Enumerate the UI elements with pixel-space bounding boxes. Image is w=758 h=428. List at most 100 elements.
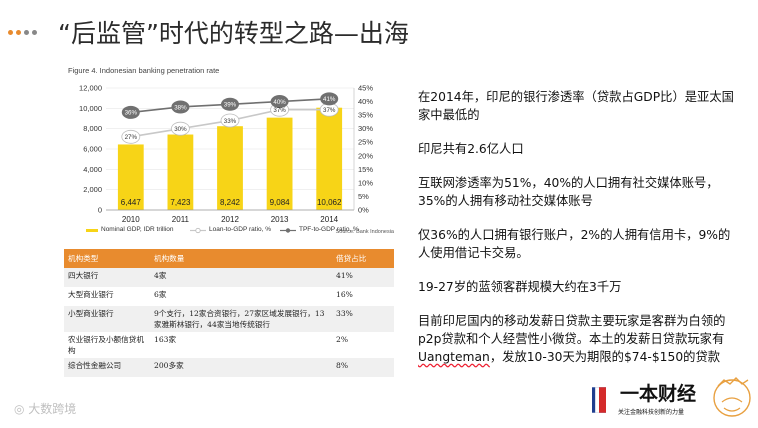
payday-text-2: ，发放10-30天为期限的$74-$150的贷款 <box>489 350 721 364</box>
point-population: 印尼共有2.6亿人口 <box>418 142 524 156</box>
cell-type: 综合性金融公司 <box>64 358 150 377</box>
payday-text-1: 目前印尼国内的移动发薪日贷款主要玩家是客群为白领的p2p贷款和个人经营性小微贷。… <box>418 314 726 346</box>
header-share: 借贷占比 <box>332 249 394 268</box>
legend-loan-to-gdp: Loan-to-GDP ratio, % <box>209 226 272 233</box>
dot-4 <box>32 30 37 35</box>
y-right-tick-label: 25% <box>358 138 373 147</box>
point-label-tpf: 38% <box>174 104 187 111</box>
cell-share: 2% <box>332 332 394 358</box>
cell-share: 8% <box>332 358 394 377</box>
legend-tpf-to-gdp: TPF-to-GDP ratio, % <box>299 226 359 233</box>
cell-count: 4家 <box>150 268 332 287</box>
bar-gdp <box>266 117 293 210</box>
cell-share: 16% <box>332 287 394 306</box>
x-tick-label: 2013 <box>271 215 289 224</box>
table-row: 大型商业银行 6家 16% <box>64 287 394 306</box>
point-label-loan: 30% <box>174 126 187 133</box>
y-right-tick-label: 45% <box>358 84 373 93</box>
brand-mark-icon <box>592 387 606 413</box>
bar-value-label: 8,242 <box>220 198 241 207</box>
watermark-icon: ◎ <box>14 402 29 416</box>
point-internet: 互联网渗透率为51%，40%的人口拥有社交媒体账号，35%的人拥有移动社交媒体账… <box>418 176 719 208</box>
bar-gdp <box>167 134 194 210</box>
chart-source: Source: Bank Indonesia <box>335 229 394 235</box>
bar-value-label: 9,084 <box>270 198 291 207</box>
point-label-tpf: 40% <box>273 99 286 106</box>
point-label-tpf: 39% <box>224 102 237 109</box>
point-bank-accounts: 仅36%的人口拥有银行账户，2%的人拥有信用卡，9%的人使用借记卡交易。 <box>418 228 731 260</box>
y-right-tick-label: 40% <box>358 97 373 106</box>
chart-panel: 6,447 7,423 8,242 9,084 10,062 27% 30% 33% 37% 37… <box>64 64 394 250</box>
y-left-tick-label: 0 <box>98 206 102 215</box>
uangteman-highlight: Uangteman <box>418 350 490 364</box>
y-right-tick-label: 0% <box>358 206 369 215</box>
y-right-tick-label: 20% <box>358 151 373 160</box>
y-right-tick-label: 10% <box>358 178 373 187</box>
point-label-loan: 27% <box>125 134 138 141</box>
y-right-tick-label: 5% <box>358 192 369 201</box>
institution-table: 机构类型 机构数量 借贷占比 四大银行 4家 41% 大型商业银行 6家 16%… <box>64 249 394 377</box>
point-loan-to-gdp <box>171 121 190 136</box>
table-row: 综合性金融公司 200多家 8% <box>64 358 394 377</box>
watermark: ◎ 大数跨境 <box>14 400 76 417</box>
banking-penetration-chart: 6,447 7,423 8,242 9,084 10,062 27% 30% 33% 37% 37… <box>64 64 394 250</box>
y-right-tick-label: 30% <box>358 124 373 133</box>
point-tpf-to-gdp <box>270 95 289 109</box>
y-left-tick-label: 12,000 <box>79 84 102 93</box>
point-loan-to-gdp <box>220 113 240 128</box>
cell-share: 33% <box>332 306 394 332</box>
chart-legend: Nominal GDP, IDR trillion Loan-to-GDP ra… <box>64 224 394 238</box>
y-right-tick-label: 15% <box>358 165 373 174</box>
y-left-tick-label: 2,000 <box>83 185 102 194</box>
slide-title: “后监管”时代的转型之路—出海 <box>58 19 409 48</box>
cell-count: 163家 <box>150 332 332 358</box>
cell-type: 农业银行及小额信贷机构 <box>64 332 150 358</box>
point-loan-to-gdp <box>121 129 141 144</box>
x-tick-label: 2010 <box>122 215 140 224</box>
bar-gdp <box>217 126 243 210</box>
y-left-tick-label: 10,000 <box>79 104 102 113</box>
brand-stamp-icon <box>713 377 751 417</box>
table-row: 农业银行及小额信贷机构 163家 2% <box>64 332 394 358</box>
x-tick-label: 2014 <box>320 215 338 224</box>
x-tick-label: 2012 <box>221 215 239 224</box>
watermark-text: 大数跨境 <box>28 402 77 416</box>
point-label-tpf: 41% <box>323 96 336 103</box>
table-row: 四大银行 4家 41% <box>64 268 394 287</box>
bar-value-label: 6,447 <box>121 198 142 207</box>
point-tpf-to-gdp <box>320 92 339 106</box>
brand-tagline: 关注金融科技创新的力量 <box>618 409 685 416</box>
bar-gdp <box>117 144 144 210</box>
brand-logo: 一本财经 关注金融科技创新的力量 <box>592 379 702 425</box>
legend-gdp: Nominal GDP, IDR trillion <box>101 226 174 233</box>
key-points: 在2014年，印尼的银行渗透率（贷款占GDP比）是亚太国家中最低的 印尼共有2.… <box>418 88 740 382</box>
decorative-dots <box>8 30 37 35</box>
point-label-loan: 37% <box>273 107 286 114</box>
point-payday-lending: 目前印尼国内的移动发薪日贷款主要玩家是客群为白领的p2p贷款和个人经营性小微贷。… <box>418 312 740 366</box>
cell-type: 大型商业银行 <box>64 287 150 306</box>
point-label-loan: 33% <box>224 118 237 125</box>
cell-count: 6家 <box>150 287 332 306</box>
cell-count: 200多家 <box>150 358 332 377</box>
point-blue-collar: 19-27岁的蓝领客群规模大约在3千万 <box>418 280 622 294</box>
cell-count: 9个支行，12家合资银行，27家区域发展银行，13家雅斯林银行，44家当地传统银… <box>150 306 332 332</box>
bar-value-label: 10,062 <box>317 198 342 207</box>
point-penetration: 在2014年，印尼的银行渗透率（贷款占GDP比）是亚太国家中最低的 <box>418 90 734 122</box>
point-label-loan: 37% <box>323 107 336 114</box>
point-tpf-to-gdp <box>221 97 239 111</box>
point-tpf-to-gdp <box>171 100 190 114</box>
dot-2 <box>16 30 21 35</box>
x-tick-label: 2011 <box>172 215 190 224</box>
header-type: 机构类型 <box>64 249 150 268</box>
dot-3 <box>24 30 29 35</box>
brand-name: 一本财经 <box>620 383 697 405</box>
y-left-tick-label: 8,000 <box>83 124 102 133</box>
cell-type: 四大银行 <box>64 268 150 287</box>
table-header-row: 机构类型 机构数量 借贷占比 <box>64 249 394 268</box>
chart-title: Figure 4. Indonesian banking penetration… <box>68 66 220 75</box>
table-row: 小型商业银行 9个支行，12家合资银行，27家区域发展银行，13家雅斯林银行，4… <box>64 306 394 332</box>
cell-share: 41% <box>332 268 394 287</box>
point-tpf-to-gdp <box>121 105 140 119</box>
y-left-tick-label: 4,000 <box>83 165 102 174</box>
bar-value-label: 7,423 <box>170 198 191 207</box>
